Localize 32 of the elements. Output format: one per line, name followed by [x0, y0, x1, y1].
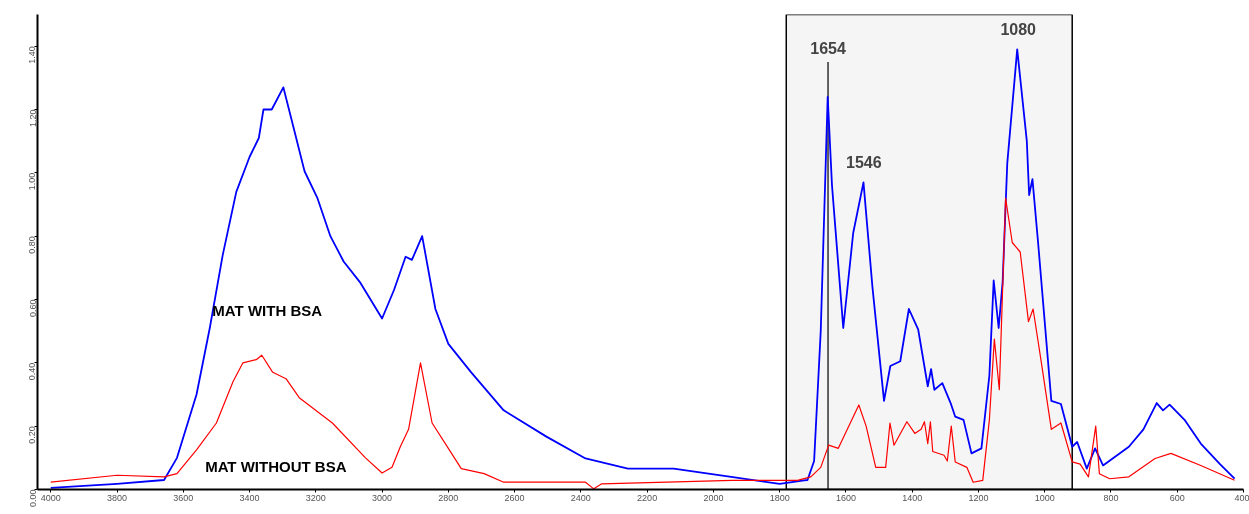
y-tick-label: 1.00	[27, 172, 38, 191]
annotation: 1080	[1000, 21, 1037, 39]
ref-line-label: 1654	[810, 40, 846, 57]
x-tick-label: 3800	[107, 492, 128, 503]
x-tick-label: 2200	[637, 492, 658, 503]
x-tick-label: 1200	[968, 492, 989, 503]
series-label: MAT WITH BSA	[212, 301, 323, 319]
x-tick-label: 1600	[835, 492, 856, 503]
y-tick-label: 0.40	[27, 362, 38, 381]
y-tick-label: 0.00	[27, 489, 38, 508]
y-tick-label: 1.20	[27, 109, 38, 128]
x-tick-label: 2600	[504, 492, 525, 503]
x-tick-label: 1800	[769, 492, 790, 503]
x-tick-label: 2800	[438, 492, 459, 503]
x-tick-label: 3200	[305, 492, 326, 503]
x-tick-label: 600	[1169, 492, 1185, 503]
x-tick-label: 4000	[40, 492, 61, 503]
y-tick-label: 0.60	[27, 299, 38, 318]
x-tick-label: 2000	[703, 492, 724, 503]
x-tick-label: 3600	[173, 492, 194, 503]
annotation: 1546	[846, 154, 882, 172]
x-tick-label: 800	[1103, 492, 1119, 503]
y-tick-label: 0.20	[27, 426, 38, 444]
x-tick-label: 1000	[1034, 492, 1055, 503]
x-tick-label: 3400	[239, 492, 260, 503]
x-tick-label: 3000	[372, 492, 393, 503]
x-tick-label: 1400	[902, 492, 923, 503]
y-tick-label: 0.80	[27, 236, 38, 254]
series-label: MAT WITHOUT BSA	[205, 458, 347, 476]
x-tick-label: 400	[1234, 492, 1249, 503]
x-tick-label: 2400	[570, 492, 591, 503]
y-tick-label: 1.40	[27, 46, 38, 64]
